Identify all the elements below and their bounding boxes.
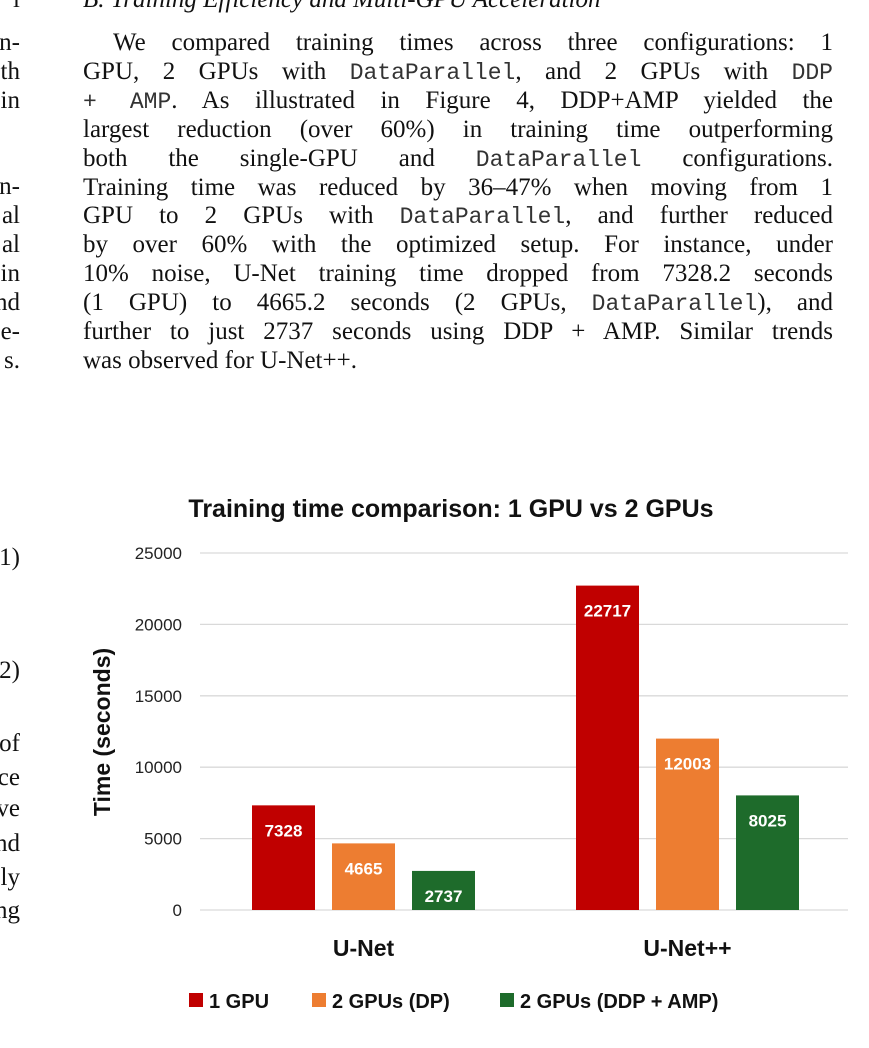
column-fragment: 2) — [0, 657, 20, 684]
text-segment: GPU, 2 GPUs with — [83, 57, 350, 85]
paragraph-line: by over 60% with the optimized setup. Fo… — [83, 231, 833, 259]
column-fragment: ve — [0, 795, 20, 822]
column-fragment: nd — [0, 289, 20, 316]
column-fragment: n- — [0, 29, 20, 56]
text-segment: was observed for U-Net++. — [83, 346, 357, 374]
chart-title: Training time comparison: 1 GPU vs 2 GPU… — [188, 495, 713, 523]
bar — [736, 795, 799, 910]
text-segment: We compared training times across three … — [113, 29, 833, 56]
text-segment: by over 60% with the optimized setup. Fo… — [83, 231, 833, 259]
data-label: 8025 — [749, 811, 787, 830]
paragraph-line: (1 GPU) to 4665.2 seconds (2 GPUs, DataP… — [83, 289, 833, 318]
data-label: 7328 — [265, 821, 303, 840]
column-fragment: ly — [0, 864, 20, 891]
column-fragment: ce — [0, 764, 20, 791]
y-axis-label: Time (seconds) — [89, 648, 115, 816]
data-label: 22717 — [584, 602, 631, 621]
column-fragment: e- — [0, 318, 20, 345]
bar — [332, 843, 395, 910]
legend-item: 2 GPUs (DP) — [312, 991, 450, 1013]
legend-swatch — [500, 993, 514, 1007]
paragraph-line: 10% noise, U-Net training time dropped f… — [83, 260, 833, 288]
column-fragment: al — [1, 231, 20, 258]
paragraph-line: Training time was reduced by 36–47% when… — [83, 174, 833, 202]
column-fragment: nd — [0, 830, 20, 857]
text-segment: further to just 2737 seconds using DDP +… — [83, 318, 833, 345]
code-text: + AMP — [83, 88, 172, 115]
y-tick-label: 25000 — [135, 544, 182, 563]
column-fragment: in — [0, 87, 20, 114]
code-text: DDP — [791, 59, 833, 86]
code-text: DataParallel — [349, 59, 516, 86]
legend-label: 2 GPUs (DP) — [332, 991, 450, 1013]
x-category-label: U-Net — [333, 935, 395, 961]
text-segment: Training time was reduced by 36–47% when… — [83, 173, 833, 201]
column-fragment: 1) — [0, 544, 20, 571]
text-segment: (1 GPU) to 4665.2 seconds (2 GPUs, — [83, 289, 592, 317]
text-segment: . As illustrated in Figure 4, DDP+AMP yi… — [171, 86, 833, 114]
column-fragment: of — [0, 730, 20, 757]
code-text: DataParallel — [399, 204, 566, 231]
y-tick-label: 20000 — [135, 615, 182, 634]
legend-item: 2 GPUs (DDP + AMP) — [500, 991, 718, 1013]
data-label: 12003 — [664, 755, 711, 774]
text-segment: both the single-GPU and — [83, 144, 476, 172]
y-tick-label: 5000 — [144, 830, 182, 849]
text-segment: largest reduction (over 60%) in training… — [83, 115, 833, 143]
legend-swatch — [312, 993, 326, 1007]
text-segment: ), and — [757, 289, 833, 317]
text-segment: 10% noise, U-Net training time dropped f… — [83, 260, 833, 288]
y-tick-label: 10000 — [135, 758, 182, 777]
bar — [656, 738, 719, 910]
legend-label: 2 GPUs (DDP + AMP) — [520, 991, 718, 1013]
x-category-label: U-Net++ — [643, 935, 731, 961]
paragraph-line: further to just 2737 seconds using DDP +… — [83, 318, 833, 346]
y-tick-label: 15000 — [135, 687, 182, 706]
paragraph-line: was observed for U-Net++. — [83, 347, 833, 375]
paragraph-line: GPU, 2 GPUs with DataParallel, and 2 GPU… — [83, 58, 833, 87]
paragraph-line: largest reduction (over 60%) in training… — [83, 116, 833, 144]
legend-swatch — [189, 993, 203, 1007]
code-text: DataParallel — [591, 291, 758, 318]
data-label: 4665 — [345, 859, 383, 878]
paragraph-line: GPU to 2 GPUs with DataParallel, and fur… — [83, 202, 833, 231]
column-fragment: al — [1, 202, 20, 229]
column-fragment: ng — [0, 897, 20, 924]
paragraph-line: + AMP. As illustrated in Figure 4, DDP+A… — [83, 87, 833, 116]
bar — [576, 585, 639, 910]
paragraph-line: We compared training times across three … — [113, 29, 833, 57]
y-tick-label: 0 — [173, 901, 182, 920]
paragraph-line: both the single-GPU and DataParallel con… — [83, 145, 833, 174]
code-text: DataParallel — [475, 146, 642, 173]
text-segment: configurations. — [641, 144, 833, 172]
section-heading: B. Training Efficiency and Multi-GPU Acc… — [83, 0, 601, 14]
column-fragment: in — [0, 260, 20, 287]
column-fragment: n- — [0, 173, 20, 200]
column-fragment: l — [13, 0, 20, 14]
column-fragment: th — [0, 58, 20, 85]
text-segment: , and 2 GPUs with — [515, 57, 792, 85]
data-label: 2737 — [425, 887, 463, 906]
bar — [412, 870, 475, 910]
column-fragment: s. — [4, 347, 20, 374]
text-segment: GPU to 2 GPUs with — [83, 202, 400, 230]
legend-item: 1 GPU — [189, 991, 269, 1013]
legend-label: 1 GPU — [209, 991, 269, 1013]
bar — [252, 805, 315, 910]
text-segment: , and further reduced — [565, 202, 833, 230]
